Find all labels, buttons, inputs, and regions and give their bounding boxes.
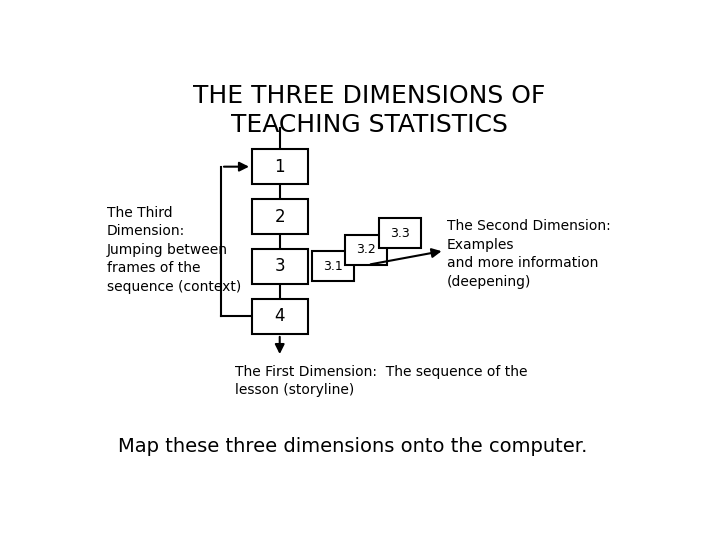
Text: 3.2: 3.2 xyxy=(356,244,376,256)
Text: 2: 2 xyxy=(274,207,285,226)
Text: Map these three dimensions onto the computer.: Map these three dimensions onto the comp… xyxy=(118,437,588,456)
Bar xyxy=(252,199,307,234)
Bar xyxy=(379,218,420,248)
Text: THE THREE DIMENSIONS OF
TEACHING STATISTICS: THE THREE DIMENSIONS OF TEACHING STATIST… xyxy=(193,84,545,137)
Text: 3.1: 3.1 xyxy=(323,260,343,273)
Text: 3: 3 xyxy=(274,258,285,275)
Text: 4: 4 xyxy=(274,307,285,326)
Bar xyxy=(346,235,387,265)
Text: 1: 1 xyxy=(274,158,285,176)
Text: The Third
Dimension:
Jumping between
frames of the
sequence (context): The Third Dimension: Jumping between fra… xyxy=(107,206,241,294)
Text: 3.3: 3.3 xyxy=(390,227,410,240)
Text: The First Dimension:  The sequence of the
lesson (storyline): The First Dimension: The sequence of the… xyxy=(235,364,528,397)
Bar xyxy=(312,252,354,281)
Bar xyxy=(252,149,307,184)
Text: The Second Dimension:
Examples
and more information
(deepening): The Second Dimension: Examples and more … xyxy=(447,219,611,288)
Bar xyxy=(252,249,307,284)
Bar xyxy=(252,299,307,334)
